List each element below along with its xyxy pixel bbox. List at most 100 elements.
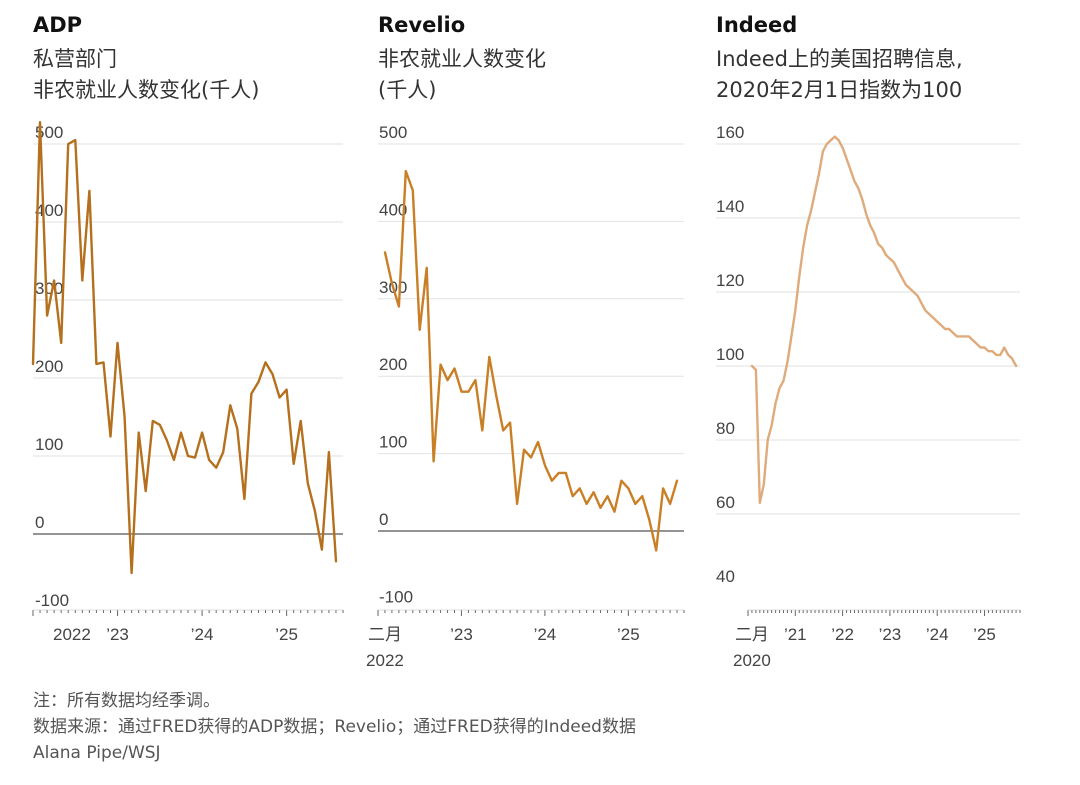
data-point [620, 480, 622, 482]
data-point [208, 459, 210, 461]
data-point [655, 549, 657, 551]
data-point [834, 135, 836, 137]
data-point [467, 391, 469, 393]
data-point [893, 261, 895, 263]
data-point [453, 367, 455, 369]
y-tick-label: 100 [379, 433, 407, 452]
data-point [763, 483, 765, 485]
chart-subtitle-line-1: Indeed上的美国招聘信息, [716, 47, 963, 71]
data-point [802, 246, 804, 248]
data-point [960, 335, 962, 337]
data-point [948, 328, 950, 330]
data-point [109, 435, 111, 437]
chart-title: Revelio [378, 13, 466, 37]
data-point [999, 354, 1001, 356]
data-point [968, 335, 970, 337]
data-point [857, 187, 859, 189]
chart-subtitle-line-2: 2020年2月1日指数为100 [716, 78, 963, 102]
data-point [771, 424, 773, 426]
data-point [243, 498, 245, 500]
data-point [516, 503, 518, 505]
data-point [822, 150, 824, 152]
data-point [495, 394, 497, 396]
data-point [818, 172, 820, 174]
data-point [830, 139, 832, 141]
x-tick-label: ’24 [534, 625, 557, 644]
x-tick-label: ’25 [973, 625, 996, 644]
y-tick-label: 200 [379, 355, 407, 374]
data-point [881, 246, 883, 248]
y-tick-label: 0 [379, 510, 388, 529]
data-point [166, 439, 168, 441]
data-point [1003, 346, 1005, 348]
data-point [853, 180, 855, 182]
data-point [321, 548, 323, 550]
data-point [782, 380, 784, 382]
data-point [1015, 365, 1017, 367]
data-point [952, 332, 954, 334]
data-point [523, 449, 525, 451]
data-point [983, 346, 985, 348]
x-tick-label: ’22 [831, 625, 854, 644]
data-point [293, 463, 295, 465]
y-tick-label: -100 [379, 587, 413, 606]
y-tick-label: 40 [716, 567, 735, 586]
x-tick-label: ’23 [450, 625, 473, 644]
data-point [419, 329, 421, 331]
data-point [826, 143, 828, 145]
data-point [544, 464, 546, 466]
data-point [669, 503, 671, 505]
footer-note: 注：所有数据均经季调。 [33, 691, 220, 711]
data-point [509, 421, 511, 423]
y-tick-label: 300 [35, 279, 63, 298]
data-point [201, 431, 203, 433]
data-point [314, 509, 316, 511]
data-point [432, 460, 434, 462]
data-point [940, 324, 942, 326]
series-line [383, 169, 679, 552]
data-point [885, 254, 887, 256]
data-point [786, 361, 788, 363]
data-point [474, 379, 476, 381]
y-tick-label: 100 [716, 345, 744, 364]
data-point [74, 139, 76, 141]
data-point [979, 346, 981, 348]
y-tick-label: 80 [716, 419, 735, 438]
data-point [755, 369, 757, 371]
data-point [1011, 357, 1013, 359]
data-point [897, 269, 899, 271]
data-point [130, 572, 132, 574]
data-point [751, 365, 753, 367]
y-tick-label: 0 [35, 513, 44, 532]
chart-subtitle-line-2: (千人) [378, 78, 437, 102]
data-point [328, 451, 330, 453]
x-tick-label: ’21 [784, 625, 807, 644]
data-point [759, 502, 761, 504]
data-point [767, 439, 769, 441]
data-point [634, 503, 636, 505]
data-point [159, 424, 161, 426]
data-point [530, 456, 532, 458]
data-point [975, 343, 977, 345]
data-point [991, 350, 993, 352]
data-point [278, 396, 280, 398]
x-tick-label: ’23 [879, 625, 902, 644]
data-point [116, 342, 118, 344]
data-point [384, 251, 386, 253]
data-point [908, 287, 910, 289]
y-tick-label: 120 [716, 271, 744, 290]
series-line [750, 135, 1018, 505]
data-point [187, 455, 189, 457]
data-point [810, 209, 812, 211]
y-tick-label: 400 [35, 201, 63, 220]
data-point [95, 363, 97, 365]
data-point [102, 361, 104, 363]
data-point [264, 361, 266, 363]
data-point [39, 121, 41, 123]
data-point [814, 191, 816, 193]
data-point [676, 480, 678, 482]
charts-canvas: 5004003002001000-1002022’23’24’255004003… [31, 121, 1021, 670]
data-point [138, 431, 140, 433]
data-point [877, 243, 879, 245]
y-tick-label: 140 [716, 197, 744, 216]
